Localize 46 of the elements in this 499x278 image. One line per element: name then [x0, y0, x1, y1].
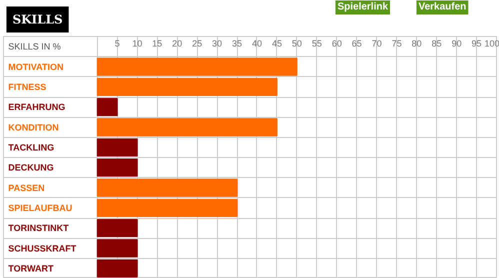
y-tick-label: PASSEN: [8, 182, 45, 193]
y-tick-label: TACKLING: [8, 142, 54, 152]
bar: [96, 198, 238, 217]
y-tick-label: ERFAHRUNG: [8, 102, 66, 112]
bar: [96, 178, 238, 197]
bar: [96, 118, 278, 136]
y-tick-label: SPIELAUFBAU: [8, 202, 72, 213]
x-tick-label: 90: [452, 38, 462, 48]
x-tick-label: 75: [392, 38, 402, 48]
text: Spielerlink: [337, 2, 388, 12]
x-tick-label: 70: [372, 38, 382, 48]
y-tick-label: MOTIVATION: [8, 62, 64, 72]
x-tick-label: 100: [484, 38, 499, 48]
x-tick-label: 60: [332, 38, 342, 48]
y-tick-label: KONDITION: [8, 122, 59, 132]
x-tick-label: 30: [212, 38, 222, 48]
bar: [96, 239, 138, 258]
y-tick-label: SCHUSSKRAFT: [8, 243, 77, 254]
x-tick-label: 45: [272, 38, 282, 48]
x-tick-label: 80: [412, 38, 422, 48]
bar: [96, 78, 278, 96]
bar: [96, 259, 138, 278]
chart-title: SKILLS: [12, 12, 63, 26]
y-tick-label: DECKUNG: [8, 162, 54, 173]
x-tick-label: 85: [432, 38, 442, 48]
bar: [96, 158, 138, 177]
x-tick-label: 65: [352, 38, 362, 48]
x-tick-label: 15: [152, 38, 162, 48]
text: Verkaufen: [418, 2, 466, 12]
bar: [96, 219, 138, 238]
bar: [96, 58, 298, 76]
y-tick-label: TORINSTINKT: [8, 223, 70, 234]
y-tick-label: TORWART: [8, 263, 54, 274]
bar: [96, 138, 138, 156]
x-tick-label: 50: [292, 38, 302, 48]
x-tick-label: 55: [312, 38, 322, 48]
x-tick-label: 25: [192, 38, 202, 48]
x-tick-label: 5: [114, 38, 120, 48]
x-tick-label: 95: [472, 38, 482, 48]
x-axis-title: SKILLS IN %: [8, 42, 61, 52]
y-tick-label: FITNESS: [8, 82, 46, 92]
x-tick-label: 35: [232, 38, 242, 48]
x-tick-label: 10: [132, 38, 142, 48]
x-tick-label: 40: [252, 38, 262, 48]
bar: [96, 98, 118, 116]
x-tick-label: 20: [172, 38, 182, 48]
